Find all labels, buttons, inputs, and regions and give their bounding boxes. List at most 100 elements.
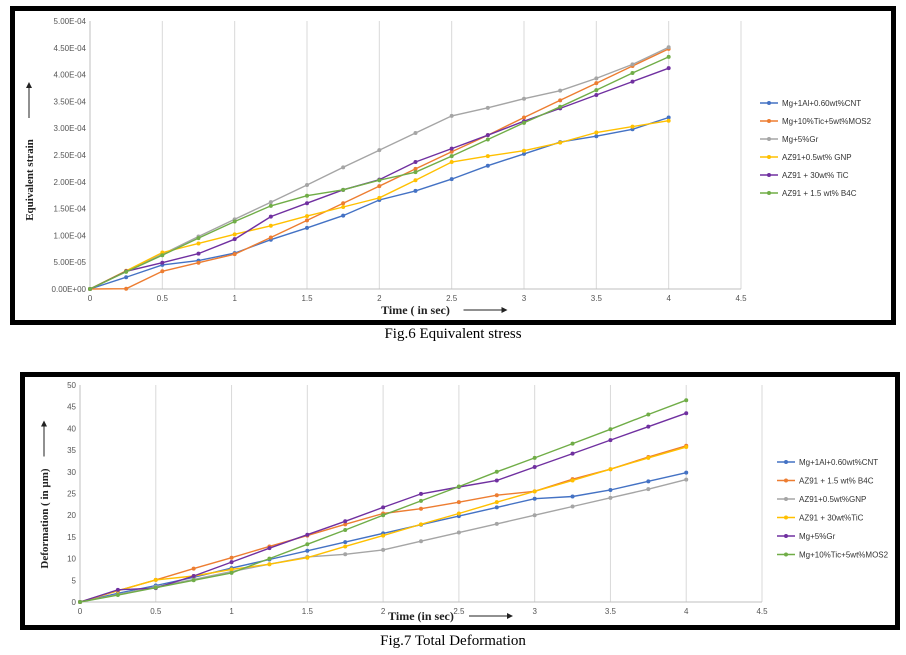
data-point <box>522 115 526 120</box>
data-point <box>608 438 613 443</box>
y-axis-label: Deformation ( in µm) <box>39 468 51 568</box>
legend-marker <box>784 552 788 557</box>
data-point <box>413 170 418 175</box>
data-point <box>646 479 651 484</box>
x-tick-label: 3 <box>522 294 527 303</box>
data-point <box>343 522 348 527</box>
data-point <box>305 548 310 553</box>
legend-label: AZ91+0.5wt%GNP <box>799 495 866 504</box>
data-point <box>305 183 309 188</box>
y-tick-label: 0.00E+00 <box>52 285 87 294</box>
data-point <box>413 159 418 164</box>
legend-label: Mg+5%Gr <box>799 532 836 541</box>
data-point <box>343 519 348 524</box>
legend-label: Mg+5%Gr <box>782 135 819 144</box>
x-tick-label: 4 <box>684 607 689 616</box>
data-point <box>666 118 671 123</box>
data-point <box>666 66 671 71</box>
y-tick-label: 5.00E-04 <box>54 17 87 26</box>
data-point <box>594 92 599 97</box>
data-point <box>381 547 386 552</box>
data-point <box>191 573 196 578</box>
data-point <box>646 424 651 429</box>
data-point <box>381 533 386 538</box>
x-tick-label: 1.5 <box>301 294 313 303</box>
y-tick-label: 50 <box>67 381 76 390</box>
data-point <box>494 500 499 505</box>
y-tick-label: 20 <box>67 511 76 520</box>
y-tick-label: 2.00E-04 <box>54 178 87 187</box>
data-point <box>413 131 418 136</box>
data-point <box>449 146 454 151</box>
x-tick-label: 2.5 <box>446 294 458 303</box>
data-point <box>485 163 490 168</box>
data-point <box>124 286 129 291</box>
data-point <box>305 214 309 219</box>
data-point <box>341 204 346 209</box>
legend-label: Mg+10%Tic+5wt%MOS2 <box>782 117 872 126</box>
y-tick-label: 1.00E-04 <box>54 231 87 240</box>
data-point <box>456 484 461 489</box>
legend-label: Mg+1Al+0.60wt%CNT <box>782 99 861 108</box>
x-axis-arrowhead <box>501 307 508 313</box>
data-point <box>160 260 165 265</box>
data-point <box>456 511 461 516</box>
data-point <box>88 287 92 291</box>
data-point <box>268 223 273 228</box>
data-point <box>78 600 82 604</box>
data-point <box>684 398 689 403</box>
data-point <box>305 542 310 547</box>
x-axis-label: Time (in sec) <box>388 609 454 623</box>
data-point <box>413 178 418 183</box>
data-point <box>630 124 635 129</box>
data-point <box>341 201 346 206</box>
data-point <box>196 236 201 241</box>
legend-marker <box>767 191 771 195</box>
data-point <box>160 269 165 274</box>
legend-label: Mg+1Al+0.60wt%CNT <box>799 458 878 467</box>
data-point <box>267 546 272 551</box>
data-point <box>594 130 599 135</box>
y-axis-label: Equivalent strain <box>24 139 36 221</box>
x-tick-label: 2.5 <box>453 607 465 616</box>
data-point <box>419 498 423 503</box>
data-point <box>666 45 671 50</box>
data-point <box>608 488 613 493</box>
y-tick-label: 5.00E-05 <box>54 258 87 267</box>
data-point <box>381 513 386 518</box>
data-point <box>608 467 613 472</box>
data-point <box>630 79 635 84</box>
data-point <box>229 560 234 565</box>
y-axis-arrowhead <box>41 420 47 427</box>
x-tick-label: 0 <box>78 607 83 616</box>
legend-marker <box>784 515 788 520</box>
data-point <box>449 149 454 154</box>
legend-marker <box>784 534 788 538</box>
data-point <box>229 555 234 560</box>
data-point <box>522 120 526 125</box>
data-point <box>191 578 196 583</box>
data-point <box>522 151 526 156</box>
legend-marker <box>784 478 788 483</box>
data-point <box>191 566 196 571</box>
y-tick-label: 40 <box>67 424 76 433</box>
y-tick-label: 3.00E-04 <box>54 124 87 133</box>
data-point <box>522 148 526 153</box>
data-point <box>124 269 129 274</box>
data-point <box>494 493 499 498</box>
data-point <box>268 200 273 205</box>
data-point <box>232 237 237 242</box>
data-point <box>558 140 563 145</box>
data-point <box>419 491 423 496</box>
data-point <box>449 113 454 118</box>
legend-marker <box>767 155 771 159</box>
data-point <box>646 412 651 417</box>
data-point <box>646 455 651 460</box>
data-point <box>196 260 201 265</box>
data-point <box>267 556 272 561</box>
equivalent-strain-chart: 0 0.5 1 1.5 2 2.5 3 3.5 4 4.5 0.00E+00 5.00E-05 1.00… <box>24 17 872 317</box>
x-tick-label: 1.5 <box>302 607 314 616</box>
data-point <box>646 487 651 492</box>
data-point <box>413 188 418 193</box>
y-tick-label: 15 <box>67 533 76 542</box>
